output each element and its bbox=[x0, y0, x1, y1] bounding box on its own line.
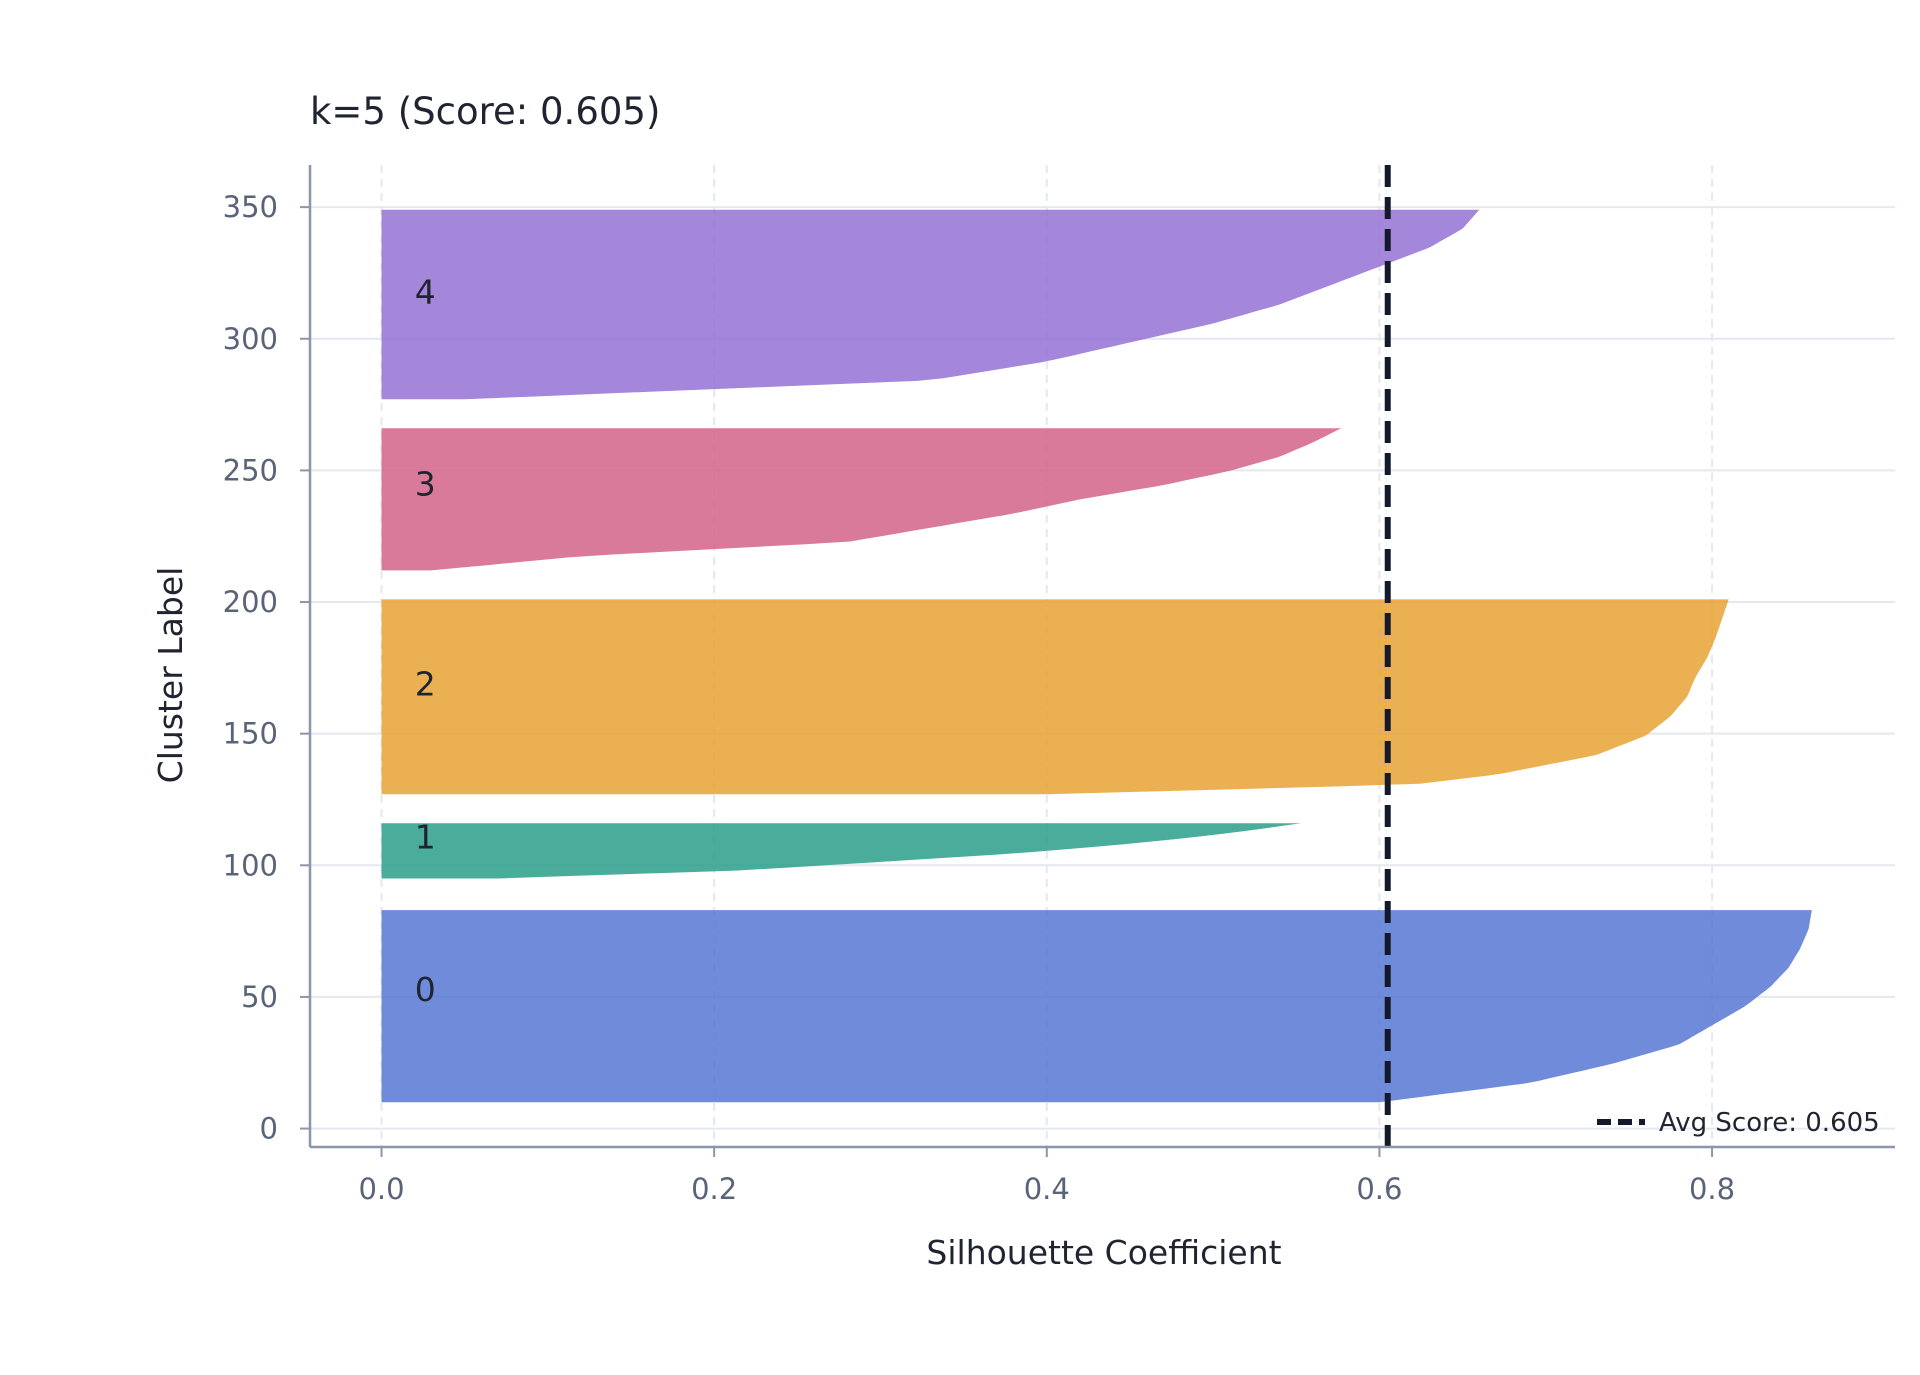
legend-label-avg-score: Avg Score: 0.605 bbox=[1659, 1108, 1880, 1138]
y-tick-label: 150 bbox=[223, 717, 278, 751]
cluster-label-4: 4 bbox=[415, 272, 436, 311]
y-tick-label: 0 bbox=[260, 1112, 278, 1146]
y-tick-label: 300 bbox=[223, 322, 278, 356]
cluster-silhouette-1 bbox=[381, 823, 1302, 879]
x-tick-label: 0.6 bbox=[1356, 1172, 1402, 1206]
legend: Avg Score: 0.605 bbox=[1597, 1108, 1880, 1138]
x-tick-label: 0.8 bbox=[1689, 1172, 1735, 1206]
cluster-silhouette-4 bbox=[381, 209, 1480, 400]
cluster-label-1: 1 bbox=[415, 817, 436, 856]
cluster-layer bbox=[381, 209, 1812, 1103]
axis-layer: 0 50 100 150 200 250 300 350 0.0 0.2 0.4 0.6 0.8 bbox=[223, 165, 1895, 1206]
cluster-silhouette-2 bbox=[381, 599, 1729, 795]
x-tick-label: 0.2 bbox=[691, 1172, 737, 1206]
cluster-silhouette-3 bbox=[381, 428, 1342, 571]
y-tick-label: 200 bbox=[223, 585, 278, 619]
y-tick-label: 50 bbox=[241, 980, 278, 1014]
chart-title: k=5 (Score: 0.605) bbox=[310, 90, 660, 133]
y-axis-title: Cluster Label bbox=[151, 567, 190, 784]
x-tick-label: 0.4 bbox=[1024, 1172, 1070, 1206]
y-tick-label: 250 bbox=[223, 453, 278, 487]
cluster-label-0: 0 bbox=[415, 970, 436, 1009]
x-axis-title: Silhouette Coefficient bbox=[926, 1233, 1281, 1272]
cluster-label-layer: 0 1 2 3 4 bbox=[415, 272, 436, 1009]
y-tick-label: 350 bbox=[223, 190, 278, 224]
cluster-silhouette-0 bbox=[381, 910, 1812, 1103]
y-tick-label: 100 bbox=[223, 848, 278, 882]
cluster-label-3: 3 bbox=[415, 465, 436, 504]
x-tick-label: 0.0 bbox=[358, 1172, 404, 1206]
cluster-label-2: 2 bbox=[415, 665, 436, 704]
